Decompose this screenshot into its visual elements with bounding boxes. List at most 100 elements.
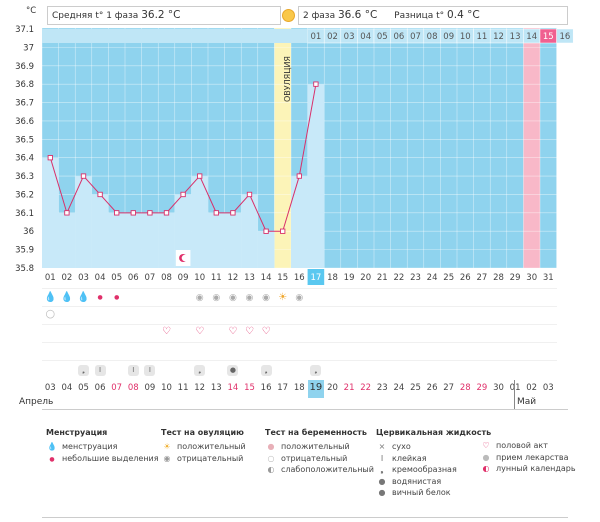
top-day-label: 03: [344, 32, 355, 42]
calendar-date[interactable]: 15: [244, 383, 255, 393]
menstruation-drop-icon[interactable]: 💧: [77, 292, 90, 303]
ovulation-test-icon[interactable]: ◉: [245, 293, 254, 303]
calendar-date[interactable]: 27: [443, 383, 455, 393]
y-tick-label: 37: [23, 43, 34, 53]
cycle-day-label: 06: [128, 273, 139, 283]
calendar-date[interactable]: 23: [376, 383, 388, 393]
calendar-date[interactable]: 20: [327, 383, 338, 393]
calendar-date[interactable]: 25: [410, 383, 421, 393]
menstruation-drop-icon[interactable]: ●: [114, 294, 120, 301]
cervical-fluid-icon[interactable]: I: [142, 362, 159, 378]
temperature-bar: [191, 176, 208, 268]
calendar-date[interactable]: 22: [360, 383, 372, 393]
temperature-point: [97, 191, 103, 198]
intercourse-heart-icon[interactable]: ♡: [228, 326, 238, 337]
calendar-date[interactable]: 18: [293, 383, 305, 393]
temperature-point: [64, 210, 70, 216]
calendar-date[interactable]: 02: [526, 383, 538, 393]
temperature-bar: [291, 176, 308, 268]
ovulation-positive-icon[interactable]: ☀: [278, 292, 288, 303]
cycle-day-label: 18: [327, 273, 338, 283]
menstruation-drop-icon[interactable]: 💧: [44, 292, 57, 303]
calendar-date[interactable]: 14: [227, 383, 239, 393]
cycle-day-label: 24: [427, 273, 438, 283]
ovulation-test-icon[interactable]: ◉: [228, 293, 237, 303]
calendar-date[interactable]: 13: [210, 383, 222, 393]
menstruation-drop-icon[interactable]: 💧: [60, 292, 74, 303]
legend-pregnancy-test: Тест на беременность ● положительный ○ отр…: [265, 428, 374, 476]
cervical-fluid-icon[interactable]: I: [92, 362, 109, 378]
cycle-day-label: 02: [61, 273, 72, 283]
cycle-day-label: 19: [344, 273, 355, 283]
ovulation-test-icon[interactable]: ◉: [195, 293, 204, 303]
calendar-date[interactable]: 04: [61, 383, 73, 393]
intercourse-heart-icon[interactable]: ♡: [245, 326, 254, 337]
top-day-label: 16: [559, 32, 570, 42]
legend-cervical-item: клейкая: [392, 453, 427, 463]
temperature-bar: [224, 212, 242, 268]
ovulation-test-icon[interactable]: ◉: [212, 293, 221, 303]
temperature-point: [246, 191, 253, 198]
sun-positive-icon: ☀: [163, 442, 171, 451]
drop-icon: 💧: [47, 442, 57, 451]
calendar-date[interactable]: 09: [144, 383, 156, 393]
calendar-date-today[interactable]: 19: [307, 380, 325, 398]
cycle-day-label: 31: [543, 273, 554, 283]
cervical-fluid-icon[interactable]: ●: [225, 362, 242, 378]
cervical-fluid-icon[interactable]: I: [125, 362, 142, 378]
calendar-baseline: [42, 409, 568, 410]
calendar-date[interactable]: 24: [393, 383, 405, 393]
cervical-fluid-icon[interactable]: ❟: [75, 362, 92, 378]
intercourse-heart-icon[interactable]: ♡: [261, 326, 271, 337]
calendar-date[interactable]: 28: [459, 383, 471, 393]
calendar-date[interactable]: 05: [78, 383, 89, 393]
temperature-bar: [241, 194, 258, 268]
calendar-date[interactable]: 12: [194, 383, 206, 393]
calendar-date[interactable]: 01: [509, 383, 521, 393]
cervical-fluid-icon[interactable]: ❟: [191, 362, 208, 378]
calendar-date[interactable]: 16: [260, 383, 272, 393]
calendar-date[interactable]: 30: [493, 383, 504, 393]
calendar-date[interactable]: 07: [111, 383, 123, 393]
cervical-fluid-icon[interactable]: ❟: [258, 362, 275, 378]
calendar-date[interactable]: 03: [44, 383, 56, 393]
intercourse-heart-icon[interactable]: ♡: [195, 326, 205, 337]
legend-cervical-item: сухо: [392, 442, 411, 451]
y-tick-label: 35.9: [15, 246, 34, 256]
calendar-date[interactable]: 29: [476, 383, 488, 393]
calendar-date[interactable]: 11: [177, 383, 189, 393]
moon-marker-shadow: [181, 254, 189, 262]
cervical-fluid-icon[interactable]: ❟: [308, 362, 325, 378]
menstruation-drop-icon[interactable]: ●: [97, 294, 103, 301]
intercourse-heart-icon[interactable]: ♡: [162, 326, 171, 337]
header-phase1: Средняя t° 1 фаза 36.2 °C: [47, 6, 281, 25]
header-phase2: 2 фаза 36.6 °C Разница t° 0.4 °C: [298, 6, 568, 25]
y-tick-label: 36.7: [15, 99, 34, 109]
ovulation-test-icon[interactable]: ◉: [295, 293, 304, 303]
temperature-bar: [158, 212, 175, 268]
calendar-date[interactable]: 08: [127, 383, 139, 393]
legend-menstruation-item: менструация: [62, 442, 118, 451]
calendar-date[interactable]: 26: [426, 383, 438, 393]
y-tick-label: 36.8: [15, 80, 34, 90]
temperature-point: [197, 173, 203, 179]
calendar-date[interactable]: 06: [94, 383, 106, 393]
ovulation-test-icon[interactable]: ◉: [262, 293, 271, 303]
temperature-point: [163, 210, 170, 216]
pregnancy-test-icon[interactable]: ○: [45, 307, 56, 320]
temperature-point: [230, 210, 236, 216]
calendar-date[interactable]: 10: [161, 383, 172, 393]
pink-column: [523, 28, 540, 268]
temperature-point: [47, 155, 53, 161]
top-day-label: 01: [310, 32, 321, 42]
month-april: Апрель: [19, 397, 54, 407]
temperature-bar: [307, 84, 325, 269]
y-tick-label: 36.4: [15, 154, 34, 164]
legend-title-cervical: Цервикальная жидкость: [376, 428, 492, 437]
cycle-day-label: 26: [460, 273, 471, 283]
calendar-date[interactable]: 21: [343, 383, 355, 393]
pill-icon: ●: [482, 452, 490, 462]
calendar-date[interactable]: 03: [542, 383, 554, 393]
cycle-day-label: 10: [194, 273, 205, 283]
calendar-date[interactable]: 17: [277, 383, 289, 393]
